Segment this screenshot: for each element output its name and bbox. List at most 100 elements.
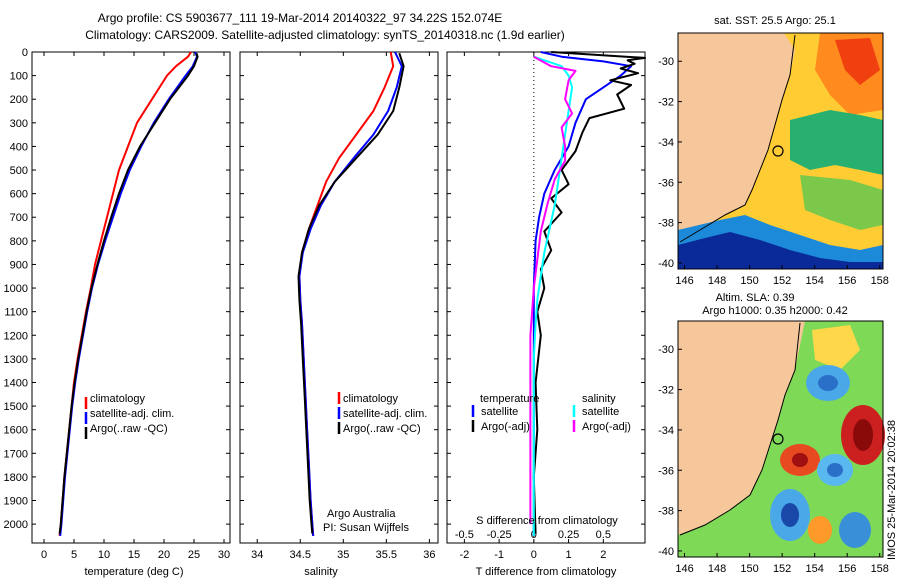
lon-tick-label: 152	[773, 563, 791, 575]
series-line	[58, 52, 199, 534]
y-tick-label: 1200	[4, 330, 28, 342]
temperature-xlabel: temperature (deg C)	[84, 566, 183, 578]
series-line	[532, 55, 574, 536]
x-tick-label: 30	[218, 549, 230, 561]
s-tick-label: -0.5	[455, 529, 474, 541]
y-tick-label: 1600	[4, 425, 28, 437]
y-tick-label: 1900	[4, 496, 28, 508]
difference-panel-frame	[446, 51, 646, 544]
lon-tick-label: 148	[708, 275, 726, 287]
legend-argo: Argo(..raw -QC)	[90, 423, 168, 435]
legend-satellite: satellite-adj. clim.	[90, 408, 174, 420]
salinity-xlabel: salinity	[304, 566, 338, 578]
lat-tick-label: -36	[658, 177, 674, 189]
lat-tick-label: -32	[658, 385, 674, 397]
series-line	[529, 55, 577, 525]
y-tick-label: 600	[10, 189, 28, 201]
y-tick-label: 2000	[4, 519, 28, 531]
lon-tick-label: 158	[871, 563, 889, 575]
y-tick-label: 400	[10, 141, 28, 153]
lon-tick-label: 150	[740, 563, 758, 575]
series-line	[297, 52, 405, 534]
x-tick-label: 35.5	[376, 549, 397, 561]
lon-tick-label: 148	[708, 563, 726, 575]
lat-tick-label: -30	[658, 344, 674, 356]
temperature-panel-frame	[31, 51, 231, 544]
lon-tick-label: 156	[838, 563, 856, 575]
lon-tick-label: 146	[675, 563, 693, 575]
sla-map-title-line1: Altim. SLA: 0.39	[716, 292, 795, 304]
series-line	[532, 51, 633, 536]
lat-tick-label: -38	[658, 506, 674, 518]
series-line	[298, 51, 403, 536]
y-tick-label: 1800	[4, 472, 28, 484]
y-tick-label: 700	[10, 212, 28, 224]
legend-t-argo: Argo(-adj)	[481, 421, 530, 433]
y-tick-label: 200	[10, 94, 28, 106]
y-tick-label: 800	[10, 236, 28, 248]
x-tick-label: 0	[531, 549, 537, 561]
x-tick-label: 20	[158, 549, 170, 561]
x-tick-label: 36	[423, 549, 435, 561]
pi-label: PI: Susan Wijffels	[323, 522, 409, 534]
salinity-panel-frame	[239, 51, 439, 544]
lat-tick-label: -32	[658, 97, 674, 109]
x-tick-label: 2	[600, 549, 606, 561]
sla-profile-marker	[772, 433, 784, 445]
legend-s-satellite: satellite	[582, 406, 619, 418]
y-tick-label: 1400	[4, 377, 28, 389]
x-tick-label: 15	[128, 549, 140, 561]
lat-tick-label: -40	[658, 258, 674, 270]
lon-tick-label: 146	[675, 275, 693, 287]
s-difference-label: S difference from climatology	[476, 515, 618, 527]
y-tick-label: 300	[10, 118, 28, 130]
legend-salinity-head: salinity	[582, 393, 616, 405]
series-line	[58, 51, 192, 537]
difference-legend: temperature satellite Argo(-adj) salinit…	[471, 393, 631, 433]
series-line	[532, 51, 646, 534]
lon-tick-label: 150	[740, 275, 758, 287]
title-line2: Climatology: CARS2009. Satellite-adjuste…	[85, 28, 565, 42]
legend-argo: Argo(..raw -QC)	[343, 423, 421, 435]
x-tick-label: 10	[98, 549, 110, 561]
y-tick-label: 0	[22, 47, 28, 59]
y-tick-label: 1500	[4, 401, 28, 413]
x-tick-label: 1	[566, 549, 572, 561]
y-tick-label: 500	[10, 165, 28, 177]
y-tick-label: 1000	[4, 283, 28, 295]
salinity-legend: climatology satellite-adj. clim. Argo(..…	[337, 392, 427, 435]
legend-t-satellite: satellite	[481, 406, 518, 418]
argo-australia-label: Argo Australia	[327, 508, 396, 520]
legend-climatology: climatology	[343, 393, 399, 405]
x-tick-label: -2	[459, 549, 469, 561]
legend-temperature-head: temperature	[480, 393, 539, 405]
lat-tick-label: -34	[658, 425, 674, 437]
y-tick-label: 1100	[4, 307, 28, 319]
x-tick-label: 5	[71, 549, 77, 561]
x-tick-label: 0	[41, 549, 47, 561]
y-tick-label: 1700	[4, 448, 28, 460]
x-tick-label: -1	[494, 549, 504, 561]
y-tick-label: 100	[10, 71, 28, 83]
x-tick-label: 35	[337, 549, 349, 561]
lat-tick-label: -36	[658, 465, 674, 477]
lat-tick-label: -38	[658, 218, 674, 230]
y-tick-label: 1300	[4, 354, 28, 366]
title-line1: Argo profile: CS 5903677_111 19-Mar-2014…	[98, 11, 503, 25]
lon-tick-label: 156	[838, 275, 856, 287]
legend-satellite: satellite-adj. clim.	[343, 408, 427, 420]
lat-tick-label: -34	[658, 137, 674, 149]
sla-map	[677, 320, 885, 558]
lon-tick-label: 158	[871, 275, 889, 287]
sst-profile-marker	[772, 145, 784, 157]
x-tick-label: 34.5	[290, 549, 311, 561]
lat-tick-label: -40	[658, 546, 674, 558]
x-tick-label: 34	[251, 549, 263, 561]
lon-tick-label: 152	[773, 275, 791, 287]
s-tick-label: 0.5	[596, 529, 611, 541]
lon-tick-label: 154	[805, 275, 823, 287]
temperature-legend: climatology satellite-adj. clim. Argo(..…	[84, 393, 174, 439]
imos-timestamp-label: IMOS 25-Mar-2014 20:02:38	[886, 420, 898, 560]
s-tick-label: 0.25	[558, 529, 579, 541]
